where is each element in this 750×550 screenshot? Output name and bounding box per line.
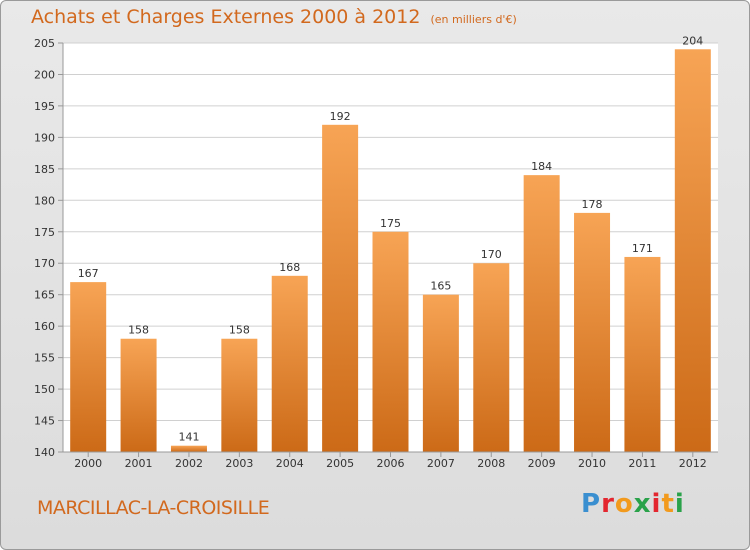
data-label-2008: 170 bbox=[481, 248, 502, 261]
bar-2012 bbox=[674, 49, 711, 453]
data-label-2005: 192 bbox=[330, 110, 351, 123]
bar-2004 bbox=[271, 275, 308, 452]
x-tick-label: 2009 bbox=[528, 457, 556, 470]
y-tick-label: 205 bbox=[34, 37, 55, 50]
logo-letter: r bbox=[601, 489, 615, 519]
x-tick-label: 2008 bbox=[477, 457, 505, 470]
data-label-2011: 171 bbox=[632, 242, 653, 255]
bar-2000 bbox=[70, 282, 107, 452]
bars: 167 158 141 158 168 192 175 165 170 184 178 171 204 bbox=[70, 34, 711, 453]
x-tick-label: 2003 bbox=[225, 457, 253, 470]
x-tick-label: 2001 bbox=[125, 457, 153, 470]
data-label-2000: 167 bbox=[78, 267, 99, 280]
logo-letter: o bbox=[614, 489, 634, 519]
x-tick-label: 2006 bbox=[377, 457, 405, 470]
y-tick-label: 145 bbox=[34, 415, 55, 428]
data-label-2009: 184 bbox=[531, 160, 552, 173]
bar-2006 bbox=[372, 231, 409, 452]
logo-letter: P bbox=[581, 489, 602, 519]
y-tick-label: 195 bbox=[34, 100, 55, 113]
y-tick-label: 175 bbox=[34, 226, 55, 239]
x-tick-label: 2007 bbox=[427, 457, 455, 470]
y-axis-ticks: 140 145 150 155 160 165 170 175 180 185 190 195 200 2… bbox=[34, 37, 63, 459]
y-tick-label: 150 bbox=[34, 383, 55, 396]
x-tick-label: 2004 bbox=[276, 457, 304, 470]
bar-2009 bbox=[523, 175, 560, 452]
data-label-2003: 158 bbox=[229, 324, 250, 337]
bar-2005 bbox=[322, 124, 359, 453]
data-label-2004: 168 bbox=[279, 261, 300, 274]
data-label-2012: 204 bbox=[682, 34, 703, 47]
commune-name: MARCILLAC-LA-CROISILLE bbox=[37, 497, 270, 519]
x-tick-label: 2005 bbox=[326, 457, 354, 470]
x-tick-label: 2010 bbox=[578, 457, 606, 470]
y-tick-label: 190 bbox=[34, 131, 55, 144]
x-axis-ticks: 2000 2001 2002 2003 2004 2005 2006 2007 2008 2009… bbox=[74, 452, 707, 470]
data-label-2006: 175 bbox=[380, 217, 401, 230]
bar-2001 bbox=[120, 338, 157, 452]
y-tick-label: 185 bbox=[34, 163, 55, 176]
bar-2008 bbox=[473, 263, 510, 452]
x-tick-label: 2000 bbox=[74, 457, 102, 470]
logo-letter: x bbox=[633, 489, 652, 519]
y-tick-label: 180 bbox=[34, 194, 55, 207]
chart-title: Achats et Charges Externes 2000 à 2012 bbox=[31, 6, 421, 28]
y-tick-label: 155 bbox=[34, 352, 55, 365]
x-tick-label: 2011 bbox=[628, 457, 656, 470]
proxiti-logo: Proxiti bbox=[581, 489, 685, 519]
data-label-2002: 141 bbox=[178, 431, 199, 444]
y-tick-label: 170 bbox=[34, 257, 55, 270]
logo-letter: t bbox=[661, 489, 675, 519]
data-label-2001: 158 bbox=[128, 324, 149, 337]
data-label-2007: 165 bbox=[430, 280, 451, 293]
y-tick-label: 140 bbox=[34, 446, 55, 459]
bar-2011 bbox=[624, 256, 661, 452]
title-row: Achats et Charges Externes 2000 à 2012 (e… bbox=[31, 6, 517, 28]
bar-2003 bbox=[221, 338, 258, 452]
logo-letter: i bbox=[651, 489, 662, 519]
bar-2010 bbox=[574, 212, 611, 452]
bar-2007 bbox=[422, 294, 459, 452]
y-tick-label: 165 bbox=[34, 289, 55, 302]
x-tick-label: 2002 bbox=[175, 457, 203, 470]
x-tick-label: 2012 bbox=[679, 457, 707, 470]
y-tick-label: 200 bbox=[34, 68, 55, 81]
logo-letter: i bbox=[674, 489, 685, 519]
data-label-2010: 178 bbox=[582, 198, 603, 211]
bar-2002 bbox=[170, 445, 207, 452]
chart-subtitle: (en milliers d'€) bbox=[430, 13, 517, 26]
y-tick-label: 160 bbox=[34, 320, 55, 333]
